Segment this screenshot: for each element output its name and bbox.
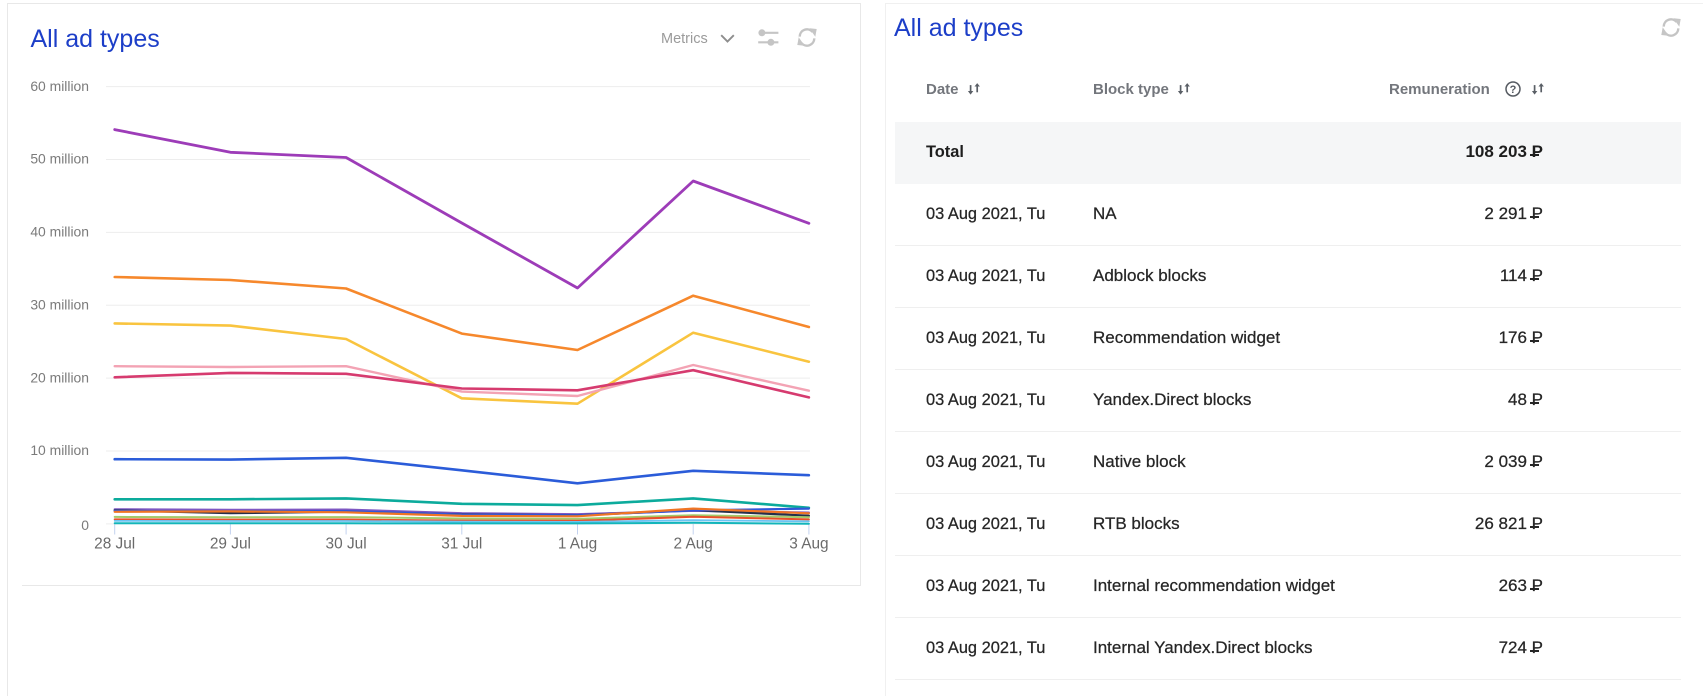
svg-text:50 million: 50 million xyxy=(30,151,89,167)
svg-text:28 Jul: 28 Jul xyxy=(94,536,135,553)
svg-text:?: ? xyxy=(1510,84,1517,96)
svg-text:2 Aug: 2 Aug xyxy=(674,536,713,553)
svg-text:1 Aug: 1 Aug xyxy=(558,536,597,553)
svg-text:10 million: 10 million xyxy=(30,442,89,458)
svg-text:20 million: 20 million xyxy=(30,369,89,385)
svg-text:30 Jul: 30 Jul xyxy=(326,536,367,553)
svg-text:40 million: 40 million xyxy=(30,224,89,240)
svg-text:30 million: 30 million xyxy=(30,297,89,313)
svg-text:31 Jul: 31 Jul xyxy=(441,536,482,553)
svg-text:0: 0 xyxy=(81,517,89,533)
svg-text:3 Aug: 3 Aug xyxy=(789,536,828,553)
svg-text:29 Jul: 29 Jul xyxy=(210,536,251,553)
svg-text:60 million: 60 million xyxy=(30,78,89,94)
